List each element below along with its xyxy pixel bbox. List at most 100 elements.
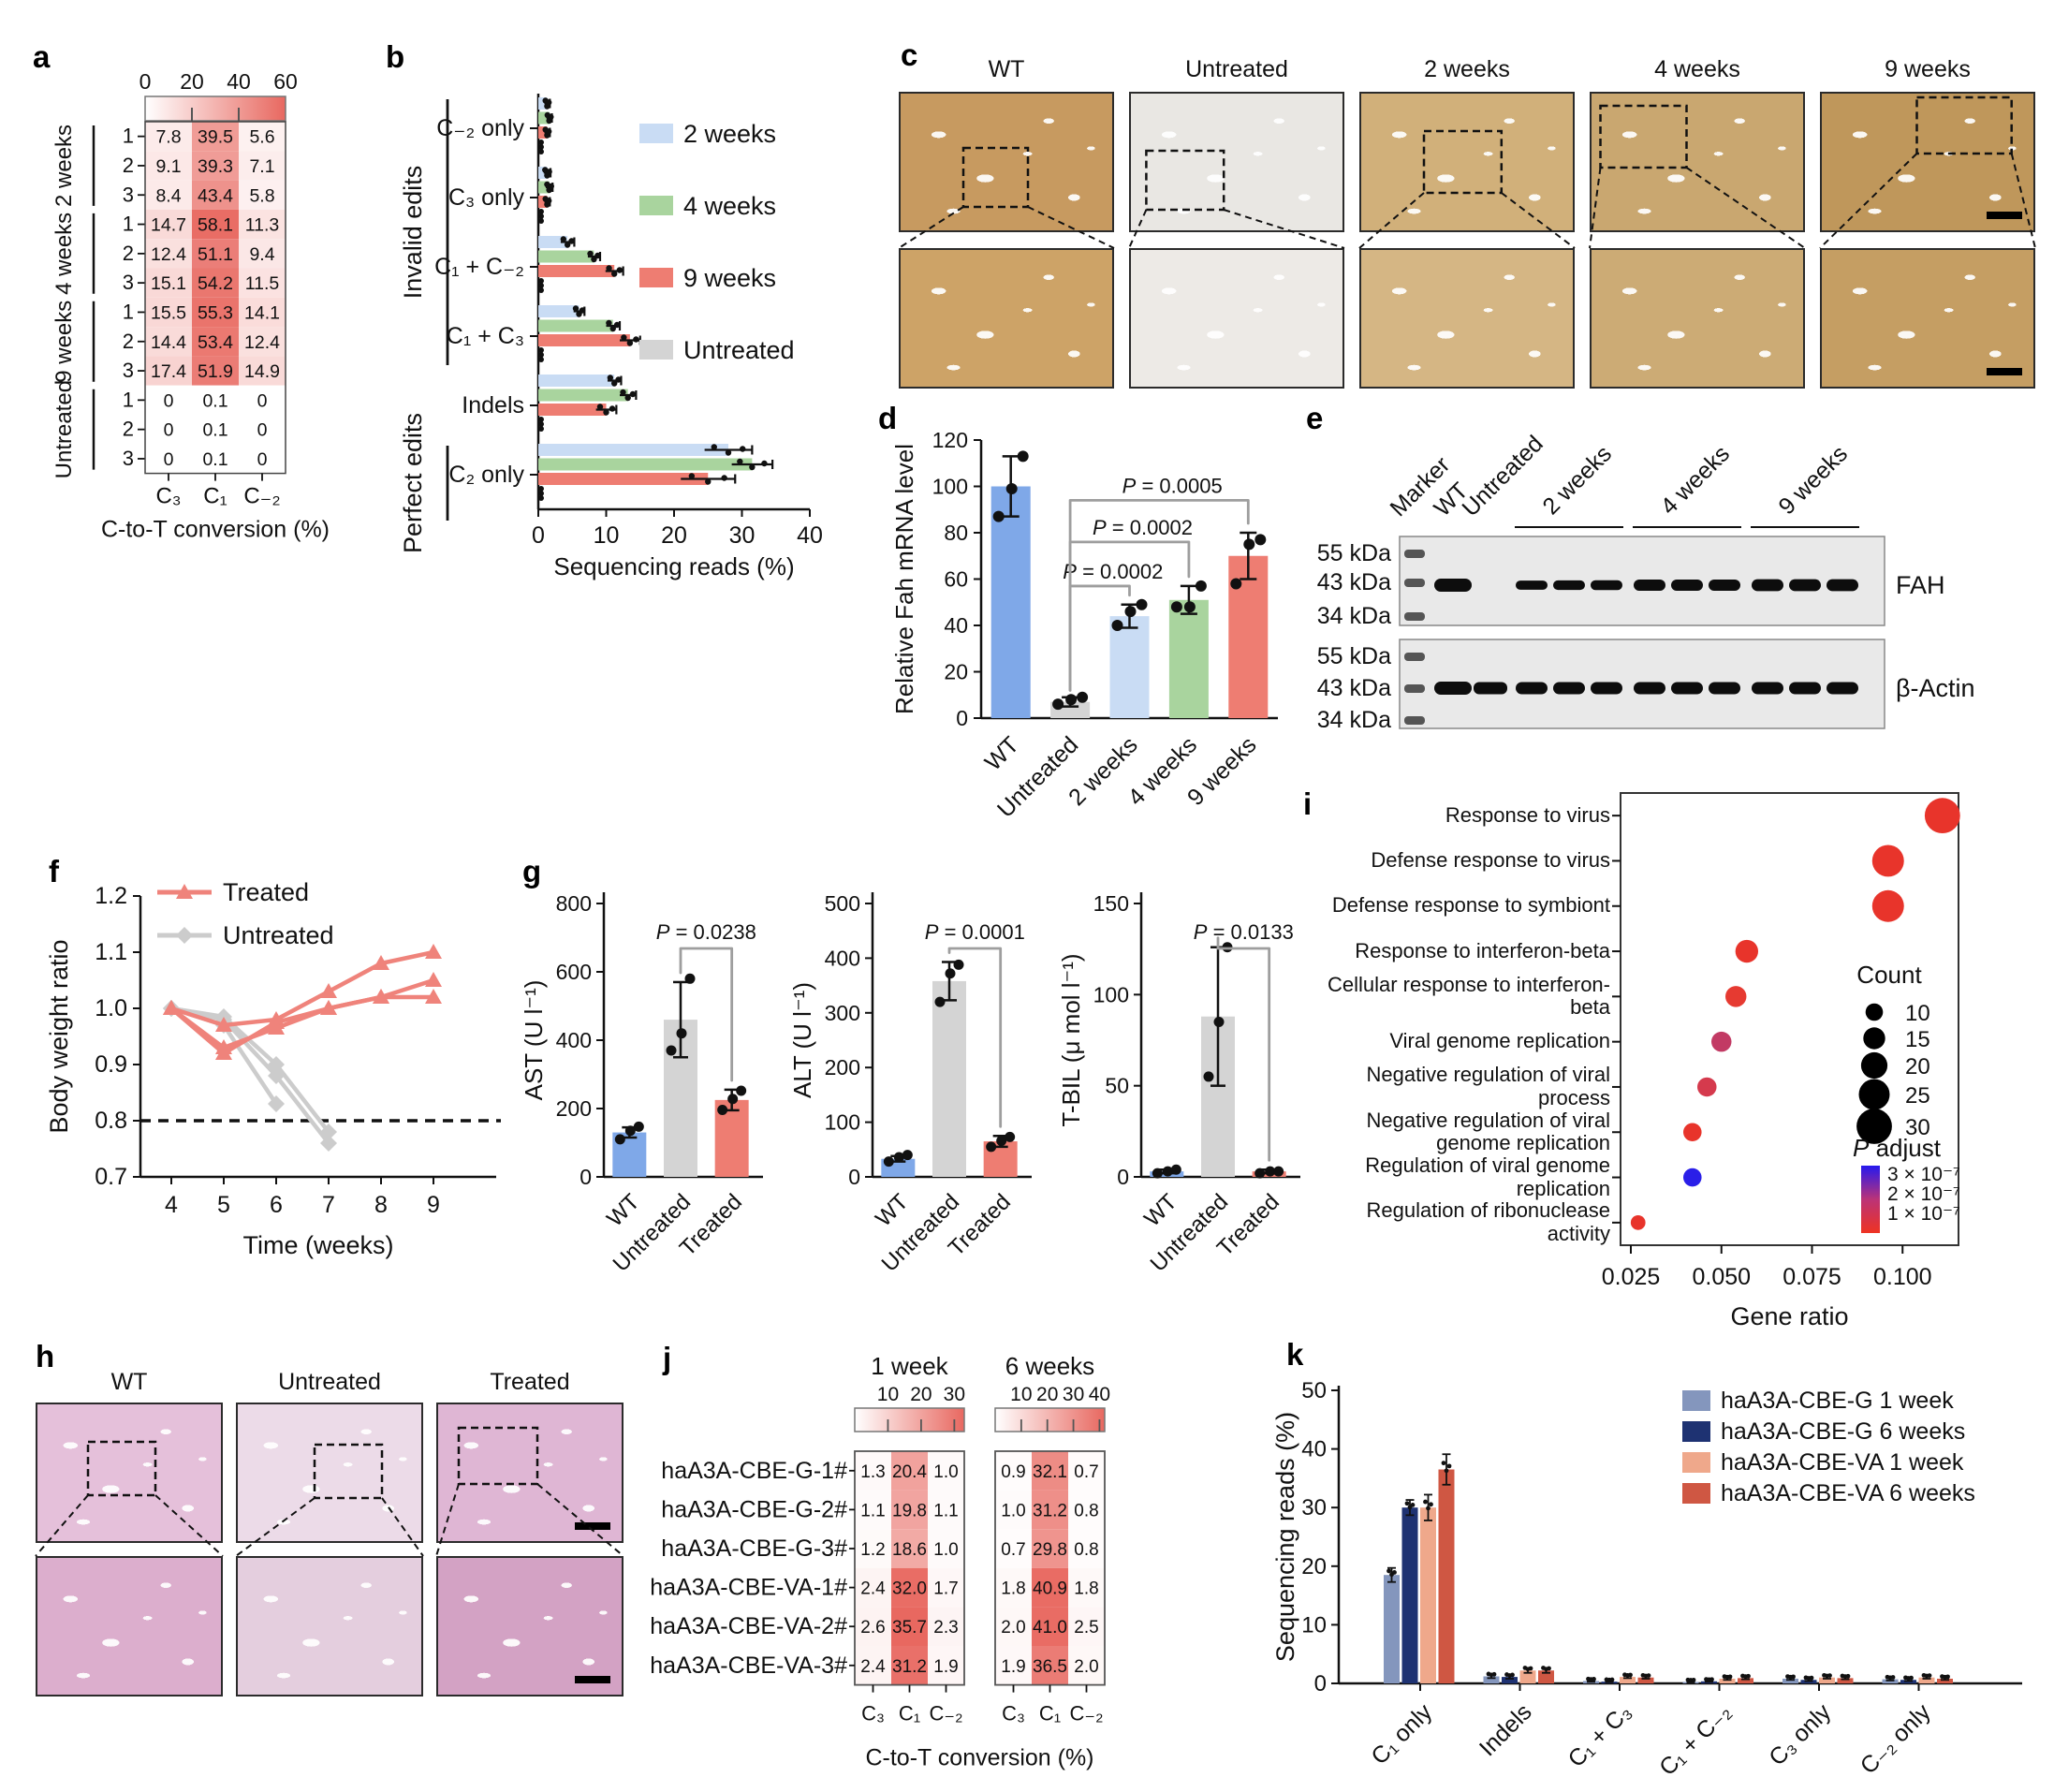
rect — [1671, 682, 1703, 695]
data-point — [676, 1028, 687, 1039]
data-point — [1528, 1666, 1533, 1671]
rect — [1752, 579, 1783, 592]
rect — [538, 97, 548, 110]
data-point — [545, 128, 552, 135]
x-tick-label: 5 — [217, 1192, 230, 1218]
color-scale-tick: 30 — [1063, 1384, 1084, 1405]
tissue-image-zoom — [1129, 248, 1344, 389]
heatmap-cell-value: 39.3 — [198, 156, 233, 177]
untreated-zero-point — [538, 421, 544, 427]
rect — [855, 1490, 891, 1530]
y-tick-label: 10 — [1301, 1612, 1327, 1638]
untreated-zero-point — [538, 486, 544, 492]
tissue-image-overview — [1590, 92, 1805, 232]
data-point — [1404, 1501, 1410, 1506]
x-tick-label: 6 — [270, 1192, 283, 1218]
data-point — [737, 458, 743, 465]
untreated-zero-point — [538, 144, 544, 150]
untreated-zero-point — [538, 278, 544, 284]
data-point — [1791, 1674, 1796, 1680]
pvalue-label: P = 0.0001 — [925, 920, 1025, 944]
rect — [538, 126, 548, 139]
rect — [538, 181, 550, 194]
untreated-zero-point — [538, 491, 544, 496]
x-tick-label: 0.025 — [1602, 1264, 1661, 1290]
heatmap-cell-value: 31.2 — [892, 1657, 927, 1677]
rect — [145, 385, 192, 415]
rect — [538, 265, 615, 277]
y-tick-label: 1.0 — [95, 995, 127, 1021]
heatmap-cell-value: 53.4 — [198, 332, 233, 353]
y-tick-label: 0 — [848, 1165, 860, 1189]
rect — [1474, 682, 1507, 695]
count-legend-label: 30 — [1905, 1115, 1930, 1140]
rect — [145, 297, 192, 328]
rect — [538, 305, 580, 317]
diamond-marker — [320, 1135, 337, 1152]
triangle-marker — [215, 1039, 232, 1054]
heatmap-cell-value: 32.0 — [892, 1579, 927, 1599]
rect — [239, 327, 286, 357]
mw-label: 43 kDa — [1317, 569, 1391, 595]
legend-label: Untreated — [683, 336, 795, 364]
count-legend-label: 10 — [1905, 1001, 1930, 1026]
data-point — [1170, 601, 1182, 613]
panel-j-heatmaps: 1 week 10 20 30 1.3 20.4 1.0 1.1 19.8 1.1 1.2 18.6 1… — [650, 1341, 1273, 1781]
data-point — [1254, 534, 1267, 546]
scale-bar — [1987, 368, 2022, 375]
lane-label: Untreated — [1457, 431, 1548, 521]
y-tick-label: 0 — [580, 1165, 592, 1189]
panel-f-letter: f — [49, 854, 59, 889]
padjust-label: 2 × 10⁻⁷ — [1887, 1183, 1960, 1205]
heatmap-cell-value: 7.1 — [249, 156, 274, 177]
rect — [145, 444, 192, 474]
data-point — [620, 389, 626, 396]
rect — [1837, 1678, 1854, 1683]
rect — [1634, 580, 1665, 591]
panel-k-letter: k — [1286, 1337, 1304, 1372]
data-point — [1410, 1502, 1416, 1507]
rect — [932, 980, 966, 1177]
heatmap-cell-value: 14.9 — [244, 361, 280, 382]
data-point — [688, 473, 696, 479]
row-label: haA3A-CBE-G-2# — [661, 1496, 847, 1522]
untreated-line — [169, 1006, 331, 1146]
mw-label: 34 kDa — [1317, 707, 1391, 733]
rect — [1620, 792, 1959, 1246]
rect — [639, 268, 673, 287]
treated-line — [169, 977, 436, 1056]
heatmap-cell-value: 35.7 — [892, 1618, 927, 1638]
image-column-title: 2 weeks — [1424, 56, 1510, 82]
panel-g-barcharts: 0 200 400 600 800 AST (U l⁻¹) WT Untreated Treat… — [510, 838, 1301, 1325]
heatmap-cell-value: 0 — [257, 420, 268, 441]
category-label: C₋₂ only — [1856, 1698, 1936, 1779]
rect — [538, 404, 607, 416]
category-label: C₋₂ only — [436, 115, 524, 141]
rect — [928, 1451, 964, 1491]
heatmap-cell-value: 0.1 — [202, 449, 227, 470]
rect — [192, 209, 239, 240]
y-tick-label: 200 — [825, 1055, 860, 1080]
y-tick-label: 100 — [825, 1110, 860, 1135]
color-scale-tick: 0 — [139, 69, 152, 94]
heatmap-cell-value: 8.4 — [155, 185, 181, 206]
rect — [239, 122, 286, 152]
rect — [1827, 579, 1858, 592]
data-point — [1152, 1168, 1163, 1179]
data-point — [1183, 601, 1196, 613]
panel-i-dotplot: 0.025 0.050 0.075 0.100 Gene ratio Count 10 15 2… — [1301, 791, 2054, 1339]
data-point — [607, 375, 614, 381]
y-axis-title: Relative Fah mRNA level — [890, 444, 918, 714]
x-tick-label: 0.075 — [1783, 1264, 1841, 1290]
group-label: Untreated — [51, 380, 77, 478]
data-point — [606, 319, 612, 327]
rect — [1861, 1166, 1880, 1233]
category-label: C₃ only — [448, 184, 525, 211]
color-scale-tick: 20 — [1036, 1384, 1058, 1405]
y-tick-label: 600 — [556, 960, 592, 984]
rect — [1591, 682, 1622, 695]
rect — [1032, 1567, 1068, 1608]
legend-label: Treated — [223, 878, 309, 906]
panel-c-ihc-images: WT Untreated 2 weeks 4 weeks 9 weeks — [889, 45, 2054, 410]
